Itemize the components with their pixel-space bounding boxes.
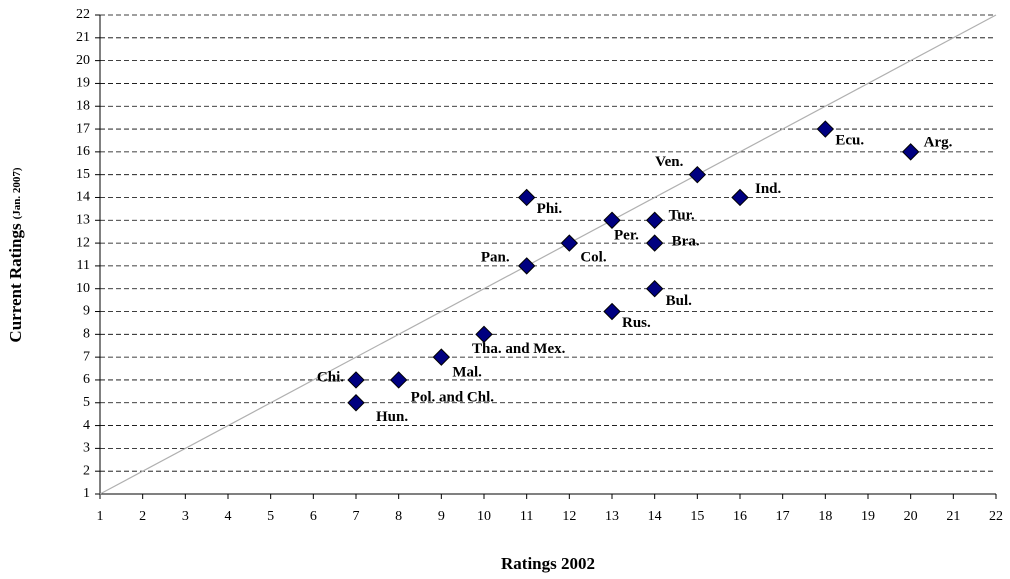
y-tick-label: 14 xyxy=(76,190,90,205)
x-tick-label: 9 xyxy=(438,509,445,524)
point xyxy=(816,120,835,138)
x-tick-label: 7 xyxy=(353,509,360,524)
y-tick-label: 15 xyxy=(76,167,90,182)
point-label: Ecu. xyxy=(835,132,864,148)
point-label: Bra. xyxy=(672,234,700,250)
point xyxy=(517,188,536,207)
point-label: Tha. and Mex. xyxy=(472,341,566,357)
y-tick-label: 4 xyxy=(83,418,90,433)
y-axis-title-main: Current Ratings xyxy=(6,223,25,343)
y-tick-label: 21 xyxy=(76,30,90,45)
y-tick-label: 1 xyxy=(83,486,90,501)
y-tick-label: 12 xyxy=(76,235,90,250)
point-label: Phi. xyxy=(537,201,563,217)
x-tick-label: 12 xyxy=(562,509,576,524)
diagonal-reference xyxy=(99,14,997,495)
y-tick-label: 13 xyxy=(76,213,90,228)
x-tick-label: 18 xyxy=(818,509,832,524)
point-label: Bul. xyxy=(666,293,693,309)
point xyxy=(432,348,451,366)
point-label: Chi. xyxy=(317,369,344,385)
y-tick-label: 10 xyxy=(76,281,90,296)
point-label: Pol. and Chl. xyxy=(411,389,495,405)
x-tick-label: 11 xyxy=(520,509,533,524)
y-tick-label: 7 xyxy=(83,349,90,364)
point-label: Arg. xyxy=(924,134,953,150)
point-label: Tur. xyxy=(669,208,695,224)
x-tick-label: 22 xyxy=(989,509,1003,524)
x-tick-label: 1 xyxy=(97,509,104,524)
x-tick-label: 20 xyxy=(904,509,918,524)
point-label: Pan. xyxy=(481,249,510,265)
x-tick-label: 5 xyxy=(267,509,274,524)
point xyxy=(347,394,365,412)
point-label: Mal. xyxy=(452,365,482,381)
x-tick-label: 10 xyxy=(477,509,491,524)
x-tick-label: 19 xyxy=(861,509,875,524)
point-label: Rus. xyxy=(622,315,651,331)
y-tick-label: 19 xyxy=(76,76,90,91)
x-tick-label: 13 xyxy=(605,509,619,524)
point xyxy=(645,280,664,298)
y-tick-label: 6 xyxy=(83,372,90,387)
point xyxy=(603,211,621,229)
point xyxy=(603,302,621,321)
x-tick-label: 21 xyxy=(946,509,960,524)
y-axis-title: Current Ratings (Jan. 2007) xyxy=(6,167,25,342)
y-axis-title-sub: (Jan. 2007) xyxy=(11,167,23,219)
point xyxy=(901,143,920,161)
y-tick-label: 18 xyxy=(76,98,90,113)
point xyxy=(645,211,664,229)
y-tick-label: 22 xyxy=(76,7,90,22)
point-label: Ven. xyxy=(655,154,683,170)
y-tick-label: 9 xyxy=(83,304,90,319)
x-tick-label: 17 xyxy=(776,509,790,524)
x-tick-label: 15 xyxy=(690,509,704,524)
x-tick-label: 2 xyxy=(139,509,146,524)
point xyxy=(347,371,365,389)
point xyxy=(645,234,664,252)
x-tick-label: 4 xyxy=(225,509,232,524)
point xyxy=(688,165,707,184)
x-tick-label: 3 xyxy=(182,509,189,524)
point xyxy=(517,257,536,275)
y-tick-label: 5 xyxy=(83,395,90,410)
x-tick-label: 14 xyxy=(648,509,662,524)
y-tick-label: 2 xyxy=(83,463,90,478)
x-axis-title: Ratings 2002 xyxy=(501,554,595,573)
point xyxy=(389,371,408,389)
point xyxy=(560,234,579,252)
point-label: Col. xyxy=(580,250,607,266)
point-label: Ind. xyxy=(755,181,782,197)
x-tick-label: 6 xyxy=(310,509,317,524)
y-tick-label: 16 xyxy=(76,144,90,159)
y-tick-label: 8 xyxy=(83,327,90,342)
point xyxy=(731,188,749,207)
point xyxy=(475,325,493,344)
y-tick-label: 3 xyxy=(83,441,90,456)
point-label: Per. xyxy=(614,228,639,244)
y-tick-label: 11 xyxy=(77,258,90,273)
y-tick-label: 17 xyxy=(76,121,90,136)
y-tick-label: 20 xyxy=(76,53,90,68)
x-tick-label: 8 xyxy=(395,509,402,524)
x-tick-label: 16 xyxy=(733,509,747,524)
point-label: Hun. xyxy=(376,409,408,425)
